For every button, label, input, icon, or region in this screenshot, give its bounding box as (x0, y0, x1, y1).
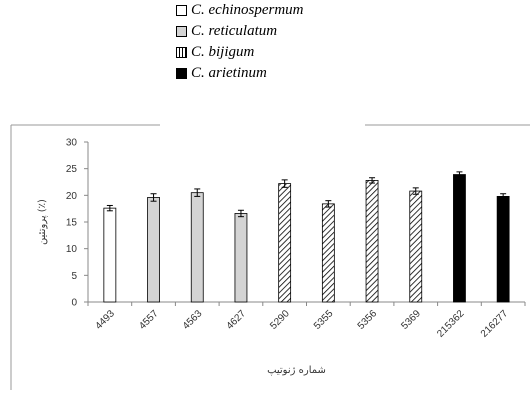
bar-215362 (453, 174, 466, 303)
legend-swatch-hatch (176, 47, 187, 58)
bar-4557 (147, 197, 160, 303)
legend-item: C. echinospermum (176, 0, 406, 21)
chart-frame (10, 124, 530, 390)
y-tick-label: 15 (66, 218, 78, 229)
y-axis-title: پروتئین (٪) (37, 199, 48, 245)
x-axis-title: شماره ژنوتیپ (267, 365, 326, 376)
x-tick-label: 5369 (399, 308, 423, 332)
chart-legend: C. echinospermum C. reticulatum C. bijigum… (176, 0, 406, 84)
x-tick-label: 215362 (435, 308, 467, 340)
legend-label: C. reticulatum (191, 23, 278, 39)
legend-label: C. echinospermum (191, 2, 304, 18)
bar-4627 (234, 213, 248, 303)
x-tick-label: 5355 (312, 308, 336, 332)
legend-item: C. arietinum (176, 63, 406, 84)
x-tick-label: 4627 (225, 308, 249, 332)
x-tick-label: 216277 (479, 308, 511, 340)
y-tick-label: 20 (66, 191, 78, 202)
legend-swatch-white (176, 5, 187, 16)
x-tick-label: 4563 (181, 308, 205, 332)
bars (103, 171, 510, 303)
bar-5356 (365, 179, 379, 303)
bar-5369 (409, 190, 423, 303)
legend-item: C. reticulatum (176, 21, 406, 42)
legend-label: C. bijigum (191, 44, 255, 60)
y-tick-label: 30 (66, 138, 78, 149)
y-tick-label: 0 (71, 298, 77, 309)
y-tick-label: 25 (66, 164, 78, 175)
bar-4493 (103, 207, 117, 303)
bar-4563 (190, 192, 204, 303)
bar-5290 (278, 183, 292, 303)
bar-216277 (496, 195, 510, 303)
y-tick-label: 5 (71, 271, 77, 282)
legend-label: C. arietinum (191, 65, 267, 81)
x-tick-label: 5356 (356, 308, 380, 332)
axes (84, 141, 526, 306)
bar-5355 (321, 203, 335, 303)
legend-item: C. bijigum (176, 42, 406, 63)
x-tick-label: 5290 (268, 308, 292, 332)
x-tick-label: 4557 (137, 308, 161, 332)
legend-swatch-gray (176, 26, 187, 37)
x-tick-label: 4493 (93, 308, 117, 332)
legend-swatch-black (176, 68, 187, 79)
y-tick-label: 10 (66, 244, 78, 255)
